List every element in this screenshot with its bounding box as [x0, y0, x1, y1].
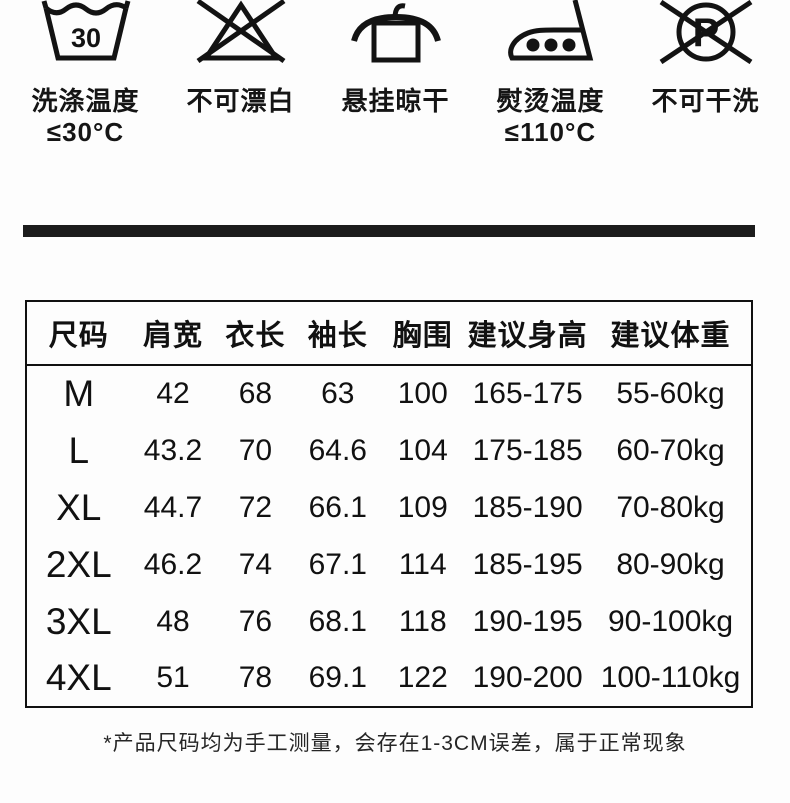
table-row: M 42 68 63 100 165-175 55-60kg [26, 365, 752, 422]
cell-chest: 122 [397, 661, 448, 694]
header-suggested-weight: 建议体重 [590, 301, 752, 366]
cell-length: 74 [238, 547, 273, 581]
cell-shoulder: 44.7 [143, 490, 203, 524]
care-label: 悬挂晾干 [341, 86, 450, 116]
cell-chest: 100 [397, 377, 448, 410]
table-row: 3XL 48 76 68.1 118 190-195 90-100kg [26, 593, 752, 650]
cell-chest: 109 [397, 490, 448, 524]
cell-sleeve: 69.1 [308, 661, 367, 694]
cell-height: 185-190 [472, 490, 583, 524]
cell-height: 190-200 [472, 661, 583, 694]
cell-length: 68 [238, 377, 273, 410]
cell-length: 70 [238, 433, 273, 467]
care-label: 熨烫温度 ≤110°C [496, 86, 605, 147]
no-dry-clean-crossed-circle-icon: P [628, 0, 783, 64]
cell-size: L [68, 429, 90, 471]
table-row: L 43.2 70 64.6 104 175-185 60-70kg [26, 422, 752, 479]
table-row: XL 44.7 72 66.1 109 185-190 70-80kg [26, 479, 752, 536]
cell-weight: 80-90kg [616, 547, 725, 581]
wash-temp-number: 30 [70, 23, 100, 53]
size-chart-table: 尺码 肩宽 衣长 袖长 胸围 建议身高 建议体重 M 42 68 63 100 … [25, 300, 753, 708]
cell-weight: 100-110kg [600, 661, 741, 694]
cell-height: 185-195 [472, 547, 583, 581]
cell-shoulder: 48 [156, 604, 190, 638]
cell-length: 72 [238, 490, 273, 524]
cell-shoulder: 43.2 [143, 433, 203, 467]
header-size: 尺码 [26, 301, 131, 366]
cell-sleeve: 63 [321, 377, 355, 410]
cell-sleeve: 66.1 [308, 490, 367, 524]
header-shoulder-width: 肩宽 [130, 301, 216, 366]
care-item-iron-temp: 熨烫温度 ≤110°C [473, 0, 628, 148]
section-divider-bar [23, 225, 755, 237]
header-chest: 胸围 [380, 301, 466, 366]
cell-chest: 118 [398, 604, 447, 638]
table-row: 4XL 51 78 69.1 122 190-200 100-110kg [26, 650, 752, 707]
cell-size: 4XL [45, 657, 112, 698]
cell-sleeve: 68.1 [308, 604, 367, 638]
care-item-hang-dry: 悬挂晾干 [318, 0, 473, 148]
cell-weight: 70-80kg [616, 490, 725, 524]
header-garment-length: 衣长 [215, 301, 296, 366]
care-item-no-bleach: 不可漂白 [163, 0, 318, 148]
measurement-disclaimer: *产品尺码均为手工测量，会存在1-3CM误差，属于正常现象 [103, 732, 687, 755]
cell-size: XL [56, 486, 102, 528]
cell-weight: 90-100kg [607, 604, 734, 638]
care-item-wash-temp: 30 洗涤温度 ≤30°C [8, 0, 163, 148]
cell-length: 78 [238, 661, 273, 694]
cell-size: 2XL [45, 543, 112, 585]
wash-tub-30-icon: 30 [8, 0, 163, 64]
cell-shoulder: 46.2 [143, 547, 203, 581]
table-row: 2XL 46.2 74 67.1 114 185-195 80-90kg [26, 536, 752, 593]
cell-size: 3XL [45, 600, 112, 642]
cell-weight: 60-70kg [616, 433, 725, 467]
cell-chest: 104 [397, 433, 448, 467]
cell-shoulder: 51 [156, 661, 190, 694]
cell-size: M [63, 373, 95, 414]
care-label: 不可干洗 [651, 86, 760, 116]
iron-three-dots-icon [473, 0, 628, 64]
care-label: 不可漂白 [186, 86, 295, 116]
header-suggested-height: 建议身高 [465, 301, 591, 366]
cell-sleeve: 67.1 [308, 547, 367, 581]
no-bleach-crossed-triangle-icon [163, 0, 318, 64]
cell-height: 190-195 [472, 604, 583, 638]
care-instructions-row: 30 洗涤温度 ≤30°C 不可漂白 [0, 0, 790, 148]
cell-height: 175-185 [472, 433, 583, 467]
hang-dry-hanger-icon [318, 0, 473, 64]
cell-sleeve: 64.6 [308, 433, 367, 467]
care-item-no-dry-clean: P 不可干洗 [628, 0, 783, 148]
size-chart-header-row: 尺码 肩宽 衣长 袖长 胸围 建议身高 建议体重 [26, 301, 752, 366]
cell-weight: 55-60kg [616, 377, 725, 410]
cell-shoulder: 42 [156, 377, 190, 410]
cell-length: 76 [238, 604, 273, 638]
cell-chest: 114 [398, 547, 447, 581]
cell-height: 165-175 [472, 377, 583, 410]
header-sleeve-length: 袖长 [295, 301, 381, 366]
care-label: 洗涤温度 ≤30°C [31, 86, 140, 147]
